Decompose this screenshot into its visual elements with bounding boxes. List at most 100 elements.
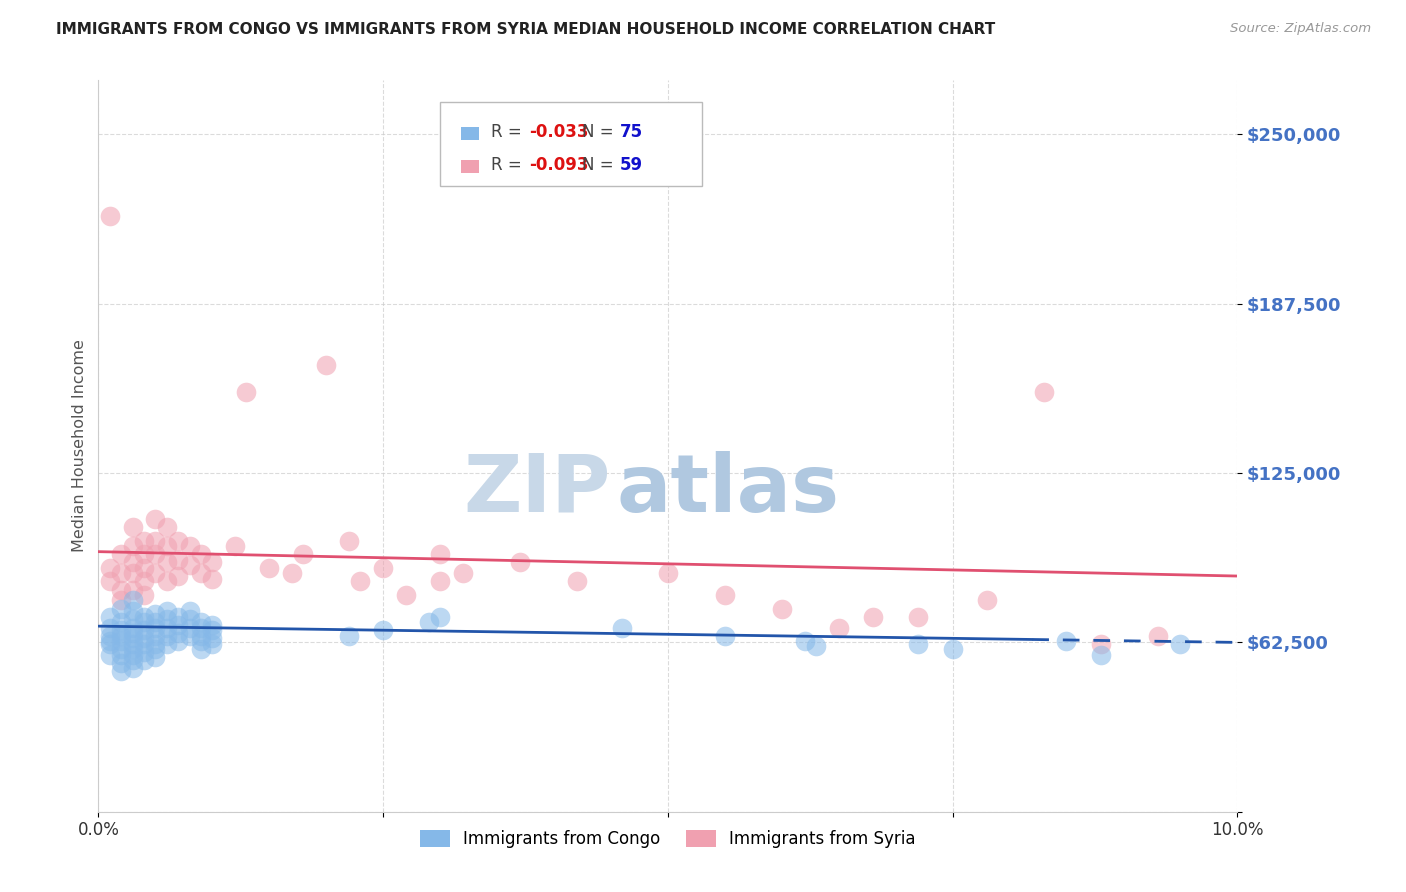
Point [509,556,531,570]
Point [98,637,121,651]
Point [156,604,179,618]
Point [714,629,737,643]
FancyBboxPatch shape [440,103,702,186]
Point [98,609,121,624]
Point [98,634,121,648]
Bar [461,160,479,173]
Point [190,642,212,657]
Text: -0.093: -0.093 [529,156,588,174]
Y-axis label: Median Household Income: Median Household Income [72,340,87,552]
Point [156,629,179,643]
Point [395,588,418,602]
Point [145,629,167,643]
Point [110,634,132,648]
Point [201,617,224,632]
Point [121,653,143,667]
Text: 59: 59 [620,156,643,174]
Point [145,512,167,526]
Point [110,547,132,561]
Point [793,634,815,648]
Point [132,624,155,638]
Point [942,642,965,657]
Point [292,547,315,561]
Point [132,645,155,659]
Point [132,574,155,589]
Point [1090,637,1112,651]
Text: IMMIGRANTS FROM CONGO VS IMMIGRANTS FROM SYRIA MEDIAN HOUSEHOLD INCOME CORRELATI: IMMIGRANTS FROM CONGO VS IMMIGRANTS FROM… [56,22,995,37]
Point [132,588,155,602]
Point [145,620,167,634]
Point [121,620,143,634]
Point [110,624,132,638]
Point [98,620,121,634]
Point [612,620,634,634]
Point [132,561,155,575]
Legend: Immigrants from Congo, Immigrants from Syria: Immigrants from Congo, Immigrants from S… [413,823,922,855]
Point [98,629,121,643]
Point [110,601,132,615]
Point [190,629,212,643]
Point [179,604,201,618]
Point [179,629,201,643]
Point [167,634,190,648]
Text: R =: R = [491,156,527,174]
Point [167,626,190,640]
Point [179,620,201,634]
Point [828,620,851,634]
Text: N =: N = [582,156,619,174]
Point [132,547,155,561]
Point [201,624,224,638]
Point [1090,648,1112,662]
Point [98,561,121,575]
Text: R =: R = [491,123,527,142]
Point [121,626,143,640]
Point [121,642,143,657]
Text: -0.033: -0.033 [529,123,588,142]
Point [373,624,395,638]
Point [98,574,121,589]
Point [132,615,155,629]
Point [770,601,793,615]
Point [145,533,167,548]
Point [145,637,167,651]
Point [167,617,190,632]
Point [167,553,190,567]
Point [121,604,143,618]
Point [565,574,588,589]
Point [373,561,395,575]
Point [429,547,451,561]
Point [235,384,257,399]
Point [98,209,121,223]
Point [167,569,190,583]
Text: atlas: atlas [617,450,839,529]
Point [110,664,132,678]
Point [862,609,884,624]
Point [1146,629,1168,643]
Point [201,556,224,570]
Point [451,566,474,581]
Point [121,582,143,597]
Point [179,539,201,553]
Point [132,609,155,624]
Point [121,612,143,626]
Text: 75: 75 [620,123,643,142]
Point [167,609,190,624]
Point [145,607,167,621]
Text: N =: N = [582,123,619,142]
Point [156,520,179,534]
Point [121,520,143,534]
Point [179,612,201,626]
Point [156,539,179,553]
Point [156,612,179,626]
Point [110,656,132,670]
Point [132,533,155,548]
Point [201,637,224,651]
Point [190,615,212,629]
Point [110,615,132,629]
Point [224,539,246,553]
Point [145,547,167,561]
Point [337,629,360,643]
Point [190,634,212,648]
Point [110,593,132,607]
Point [429,574,451,589]
